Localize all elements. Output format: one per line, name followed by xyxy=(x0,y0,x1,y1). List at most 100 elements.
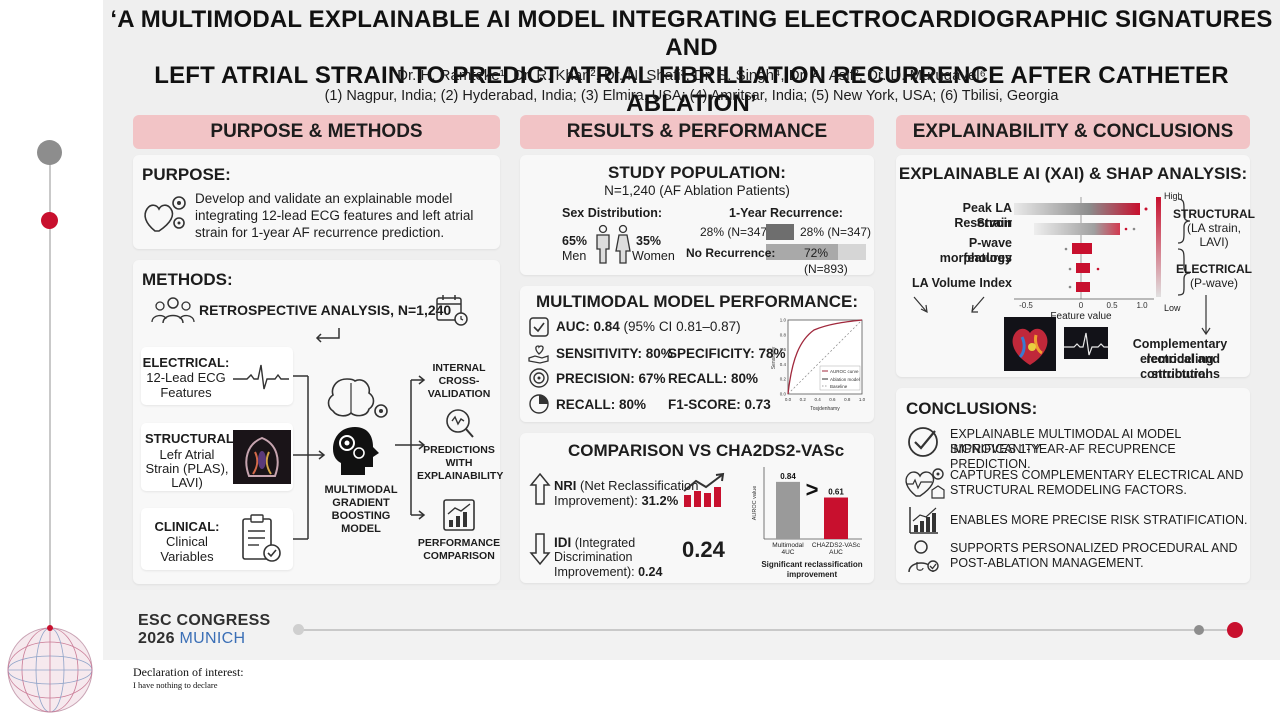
nri-line-2: Improvement): 31.2% xyxy=(554,493,678,509)
women-label: Women xyxy=(632,249,675,263)
congress-footer: ESC CONGRESS 2026 MUNICH xyxy=(103,590,1280,660)
roc-y-ticks: 0.0 0.2 0.4 0.6 0.8 1.0 xyxy=(780,318,787,397)
rising-bars-icon xyxy=(683,472,725,507)
roc-x-tick: 0.2 xyxy=(800,397,807,402)
methods-title: METHODS: xyxy=(142,270,233,289)
woman-figure-icon xyxy=(615,224,631,264)
timeline-dot-current[interactable] xyxy=(41,212,58,229)
feature-2-line-1: P-wave morphology xyxy=(939,236,1012,265)
conclusion-1-line-2: IMPROVES 1-YEAR-AF RECUPRENCE PREDICTION… xyxy=(950,442,1176,471)
feature-3: LA Volume Index xyxy=(911,276,1012,290)
shap-arrows xyxy=(913,295,1211,336)
timeline-dot-previous[interactable] xyxy=(37,140,62,165)
structural-line-3: LAVI) xyxy=(171,475,203,490)
poster-title: ‘A MULTIMODAL EXPLAINABLE AI MODEL INTEG… xyxy=(103,6,1280,118)
shap-card: EXPLAINABLE AI (XAI) & SHAP ANALYSIS: Pe… xyxy=(896,155,1255,381)
colorbar-low: Low xyxy=(1164,303,1181,313)
roc-legend-3: Baseline xyxy=(830,384,848,389)
electrical-line-1: 12-Lead ECG xyxy=(146,370,226,385)
no-recurrence-bar xyxy=(766,244,838,260)
performance-chart-icon xyxy=(443,499,475,531)
clinical-line-1: Clinical xyxy=(166,534,208,549)
input-structural-box: STRUCTURAL: Lefr Atrial Strain (PLAS), L… xyxy=(141,423,293,491)
study-n: N=1,240 (AF Ablation Patients) xyxy=(604,183,790,198)
idi-line-1: IDI (Integrated xyxy=(554,535,635,551)
group-braces xyxy=(1177,198,1191,296)
magnifier-search-icon xyxy=(446,409,474,438)
conclusions-title: CONCLUSIONS: xyxy=(906,399,1038,418)
target-icon xyxy=(529,368,549,388)
electrical-group-label: ELECTRICAL xyxy=(1176,262,1252,276)
colorbar-high: High xyxy=(1164,191,1183,201)
no-recurrence-label: No Recurrence: xyxy=(686,246,776,260)
women-percent: 35% xyxy=(636,234,662,248)
arrow-up-icon xyxy=(529,472,551,505)
performance-title: MULTIMODAL MODEL PERFORMANCE: xyxy=(535,292,859,311)
auroc-category-label: AUC xyxy=(829,549,843,556)
globe-logo-icon xyxy=(7,625,93,713)
comparison-title: COMPARISON VS CHA2DS2-VASc xyxy=(568,441,845,460)
retrospective-analysis: RETROSPECTIVE ANALYSIS, N=1,240 xyxy=(199,302,452,318)
output-performance-line-1: PERFORMANCE xyxy=(417,537,501,549)
esc-congress-label: ESC CONGRESS xyxy=(138,612,271,629)
output-predictions-line-2: WITH xyxy=(445,457,473,469)
recurrence-bar xyxy=(766,224,794,240)
roc-legend-2: Ablation model xyxy=(830,377,860,382)
brain-gear-icon xyxy=(327,378,388,475)
pie-icon xyxy=(529,394,549,414)
clinical-line-2: Variables xyxy=(160,549,214,564)
structural-line-2: Strain (PLAS), xyxy=(145,461,229,476)
structural-group-sub: (LA strain, LAVI) xyxy=(1186,221,1242,249)
slide-progress-start[interactable] xyxy=(293,624,304,635)
nri-desc: (Net Reclassification xyxy=(580,478,699,493)
study-population-card: STUDY POPULATION: N=1,240 (AF Ablation P… xyxy=(520,155,874,276)
roc-x-tick: 0.8 xyxy=(844,397,851,402)
auroc-category-label: 4UC xyxy=(781,549,794,556)
clipboard-check-icon xyxy=(242,514,281,562)
auroc-ylabel: AUROC value xyxy=(752,486,758,521)
idi-value: 0.24 xyxy=(638,565,663,579)
shap-x-ticks: -0.5 0 0.5 1.0 xyxy=(1019,301,1148,310)
column-header-purpose-methods: PURPOSE & METHODS xyxy=(133,115,500,149)
slide-progress-previous[interactable] xyxy=(1194,625,1204,635)
recurrence-bars xyxy=(766,224,866,260)
men-percent: 65% xyxy=(562,234,588,248)
check-circle-icon xyxy=(908,427,938,457)
model-line-2: GRADIENT xyxy=(332,497,390,509)
arrow-down-left-icon xyxy=(315,328,340,343)
esc-congress-year-city: 2026 MUNICH xyxy=(138,630,245,648)
output-predictions-line-1: PREDICTIONS xyxy=(423,444,495,456)
conclusion-1-line-1: EXPLAINABLE MULTIMODAL AI MODEL SIGNIFIC… xyxy=(950,427,1181,456)
comparison-card: COMPARISON VS CHA2DS2-VASc NRI (Net Recl… xyxy=(520,433,874,583)
electrical-line-2: Features xyxy=(160,385,212,400)
timeline-rail xyxy=(49,152,51,630)
comparison-gt: > xyxy=(806,477,819,502)
declaration-text: I have nothing to declare xyxy=(133,680,218,690)
roc-y-tick: 0.6 xyxy=(780,347,787,352)
arrow-down-icon xyxy=(529,533,551,566)
output-performance-line-2: COMPARISON xyxy=(423,550,495,562)
roc-x-tick: 0.4 xyxy=(814,397,821,402)
roc-legend-1: AUROC curve xyxy=(830,369,859,374)
title-line-1: ‘A MULTIMODAL EXPLAINABLE AI MODEL INTEG… xyxy=(110,6,1273,61)
affiliations: (1) Nagpur, India; (2) Hyderabad, India;… xyxy=(324,88,1059,104)
slide-progress-current[interactable] xyxy=(1227,622,1243,638)
checkbox-icon xyxy=(529,317,549,337)
roc-y-tick: 1.0 xyxy=(780,318,787,323)
auroc-bar-label: 0.84 xyxy=(780,472,796,481)
declaration-title: Declaration of interest: xyxy=(133,665,244,679)
shap-x-tick: 0 xyxy=(1079,301,1084,310)
growth-chart-icon xyxy=(909,507,938,534)
recall-b: RECALL: 80% xyxy=(556,397,647,412)
input-electrical-box: ELECTRICAL: 12-Lead ECG Features xyxy=(141,347,293,405)
heart-gear-icon xyxy=(144,196,186,232)
contributions-line-1: Complementary electrical and structural xyxy=(1132,337,1228,381)
conclusions-card: CONCLUSIONS: EXPLAINABLE MULTIMODAL AI M… xyxy=(896,388,1250,583)
shap-xlabel: Feature value xyxy=(1050,311,1112,322)
auc-ci: (95% CI 0.81–0.87) xyxy=(623,319,741,334)
recurrence-bar-label: 28% (N=347) xyxy=(800,225,872,239)
echocardiogram-image xyxy=(233,430,291,484)
electrical-label: ELECTRICAL: xyxy=(142,355,230,370)
